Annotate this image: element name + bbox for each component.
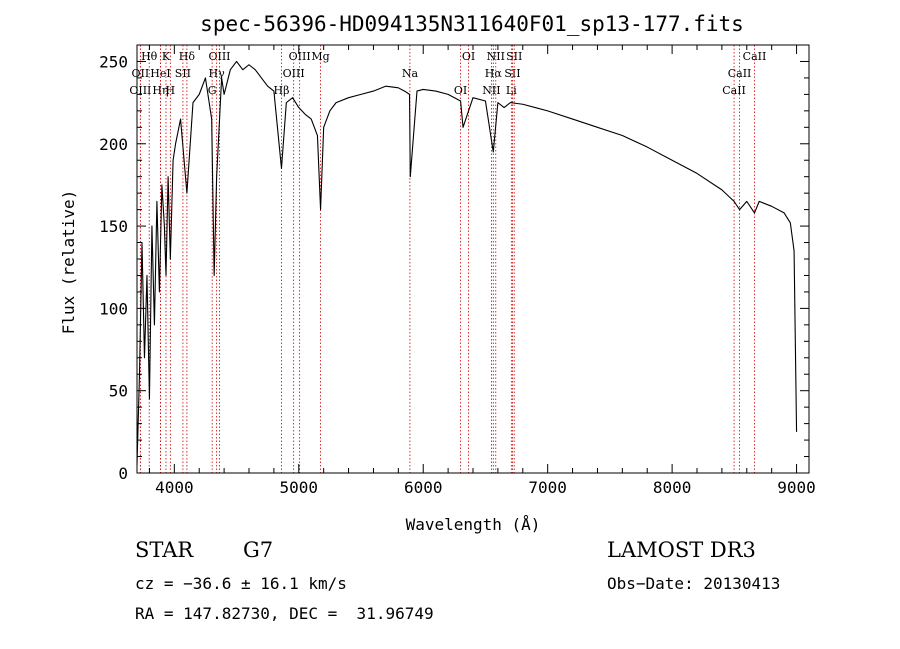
spectral-line-label: Hθ bbox=[141, 50, 158, 63]
y-tick-label: 50 bbox=[109, 382, 128, 401]
spectral-line-label: NII bbox=[482, 84, 500, 97]
spectral-line-label: Na bbox=[402, 67, 419, 80]
axis-ticks-layer: 4000 5000 6000 7000 8000 9000 0 50 100 150 200 250 bbox=[99, 44, 816, 497]
object-class: STAR bbox=[135, 538, 194, 562]
y-tick-label: 150 bbox=[99, 217, 128, 236]
redshift-text: cz = −36.6 ± 16.1 km/s bbox=[135, 574, 347, 593]
spectral-line-label: OIII bbox=[289, 50, 311, 63]
spectral-line-label: OI bbox=[454, 84, 467, 97]
spectral-line-label: G bbox=[208, 84, 217, 97]
spectral-line-label: CaII bbox=[743, 50, 767, 63]
y-tick-label: 100 bbox=[99, 299, 128, 318]
spectral-line-label: OIII bbox=[208, 50, 230, 63]
spectral-lines-layer: HθOIIOIIIKHeIHηHδSIIHOIIIHγGOIIIOIIIHβMg… bbox=[129, 45, 766, 473]
spectral-line-label: H bbox=[166, 84, 176, 97]
plot-layer bbox=[136, 60, 798, 465]
y-tick-label: 0 bbox=[118, 464, 128, 483]
spectral-line-label: OI bbox=[462, 50, 475, 63]
spectrum-series-line bbox=[136, 60, 798, 465]
x-tick-label: 4000 bbox=[155, 478, 194, 497]
x-tick-label: 8000 bbox=[653, 478, 692, 497]
spectral-line-label: CaII bbox=[728, 67, 752, 80]
spectral-line-label: SII bbox=[506, 50, 522, 63]
object-subclass: G7 bbox=[243, 538, 274, 562]
spectral-line-label: OIII bbox=[129, 84, 151, 97]
y-tick-label: 200 bbox=[99, 135, 128, 154]
y-axis-label: Flux (relative) bbox=[59, 190, 78, 335]
spectral-line-label: Hδ bbox=[179, 50, 196, 63]
y-tick-label: 250 bbox=[99, 52, 128, 71]
ra-dec-text: RA = 147.82730, DEC = 31.96749 bbox=[135, 604, 434, 623]
chart-title: spec-56396-HD094135N311640F01_sp13-177.f… bbox=[200, 12, 744, 36]
survey-name: LAMOST DR3 bbox=[607, 538, 756, 562]
x-tick-label: 5000 bbox=[280, 478, 319, 497]
spectral-line-label: SII bbox=[175, 67, 191, 80]
x-axis-label: Wavelength (Å) bbox=[406, 515, 541, 534]
spectral-line-label: K bbox=[162, 50, 171, 63]
spectral-line-label: Hβ bbox=[274, 84, 290, 97]
x-tick-label: 7000 bbox=[528, 478, 567, 497]
spectral-line-label: Hη bbox=[152, 84, 168, 97]
spectral-line-label: Hγ bbox=[209, 67, 226, 80]
spectral-line-label: Mg bbox=[311, 50, 329, 63]
x-tick-label: 6000 bbox=[404, 478, 443, 497]
spectral-line-label: Hα bbox=[485, 67, 503, 80]
spectral-line-label: OIII bbox=[283, 67, 305, 80]
spectral-line-label: NII bbox=[487, 50, 505, 63]
obs-date-text: Obs−Date: 20130413 bbox=[607, 574, 781, 593]
x-tick-label: 9000 bbox=[777, 478, 816, 497]
spectral-line-label: SII bbox=[504, 67, 520, 80]
plot-frame bbox=[136, 44, 810, 474]
spectral-line-label: Li bbox=[506, 84, 517, 97]
spectral-line-label: CaII bbox=[722, 84, 746, 97]
